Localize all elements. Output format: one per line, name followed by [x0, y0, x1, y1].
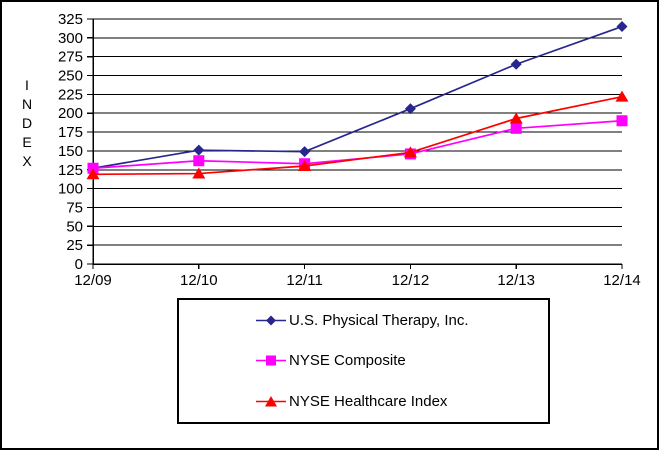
legend-item-nyse-composite: NYSE Composite: [179, 352, 548, 369]
y-axis-title-letter: N: [22, 96, 32, 112]
series-line-1: [92, 119, 623, 170]
data-point-triangle: [192, 167, 206, 179]
y-tick-label: 150: [58, 143, 83, 160]
y-tick-label: 325: [58, 11, 83, 28]
y-tick-label: 75: [66, 199, 83, 216]
data-point-square: [87, 162, 99, 174]
y-tick-label: 25: [66, 237, 83, 254]
x-tick-label: 12/09: [74, 272, 112, 289]
x-tick-label: 12/11: [286, 272, 322, 289]
x-tick-label: 12/10: [180, 272, 218, 289]
data-point-triangle: [509, 112, 523, 124]
data-point-diamond: [404, 103, 416, 115]
legend-marker-diamond-icon: [256, 314, 286, 327]
y-axis-title-letter: E: [22, 134, 31, 150]
legend-marker-triangle-icon: [256, 395, 286, 408]
y-tick-label: 125: [58, 162, 83, 179]
legend-item-nyse-healthcare: NYSE Healthcare Index: [179, 393, 548, 410]
data-point-triangle: [86, 168, 100, 180]
series-line-2: [92, 95, 623, 176]
data-point-diamond: [193, 144, 205, 156]
y-axis-title-letter: D: [22, 115, 32, 131]
data-point-diamond: [616, 21, 628, 33]
y-tick-label: 225: [58, 86, 83, 103]
y-tick-label: 0: [75, 256, 83, 273]
legend-label-usph: U.S. Physical Therapy, Inc.: [289, 311, 469, 329]
y-tick-label: 200: [58, 105, 83, 122]
data-point-triangle: [298, 160, 312, 171]
x-tick-label: 12/14: [603, 272, 641, 289]
y-tick-label: 50: [66, 218, 83, 235]
y-tick-label: 300: [58, 30, 83, 47]
x-tick-label: 12/13: [497, 272, 535, 289]
series-line-0: [92, 25, 623, 170]
legend-box: U.S. Physical Therapy, Inc. NYSE Composi…: [177, 298, 550, 424]
data-point-triangle: [615, 90, 629, 102]
y-tick-label: 175: [58, 124, 83, 141]
y-axis-title-letter: X: [22, 153, 32, 169]
data-point-square: [193, 155, 205, 167]
x-tick-label: 12/12: [392, 272, 430, 289]
legend-label-nyse-healthcare: NYSE Healthcare Index: [289, 393, 448, 411]
data-point-square: [510, 122, 522, 134]
y-tick-label: 100: [58, 181, 83, 198]
data-point-diamond: [510, 58, 522, 70]
y-tick-label: 250: [58, 68, 83, 85]
data-point-diamond: [299, 146, 311, 158]
y-tick-label: 275: [58, 49, 83, 66]
data-point-triangle: [403, 146, 417, 158]
y-axis-title-letter: I: [25, 77, 29, 93]
legend-label-nyse-composite: NYSE Composite: [289, 352, 406, 370]
data-point-square: [616, 115, 628, 127]
legend-marker-square-icon: [256, 354, 286, 367]
legend-item-usph: U.S. Physical Therapy, Inc.: [179, 312, 548, 329]
